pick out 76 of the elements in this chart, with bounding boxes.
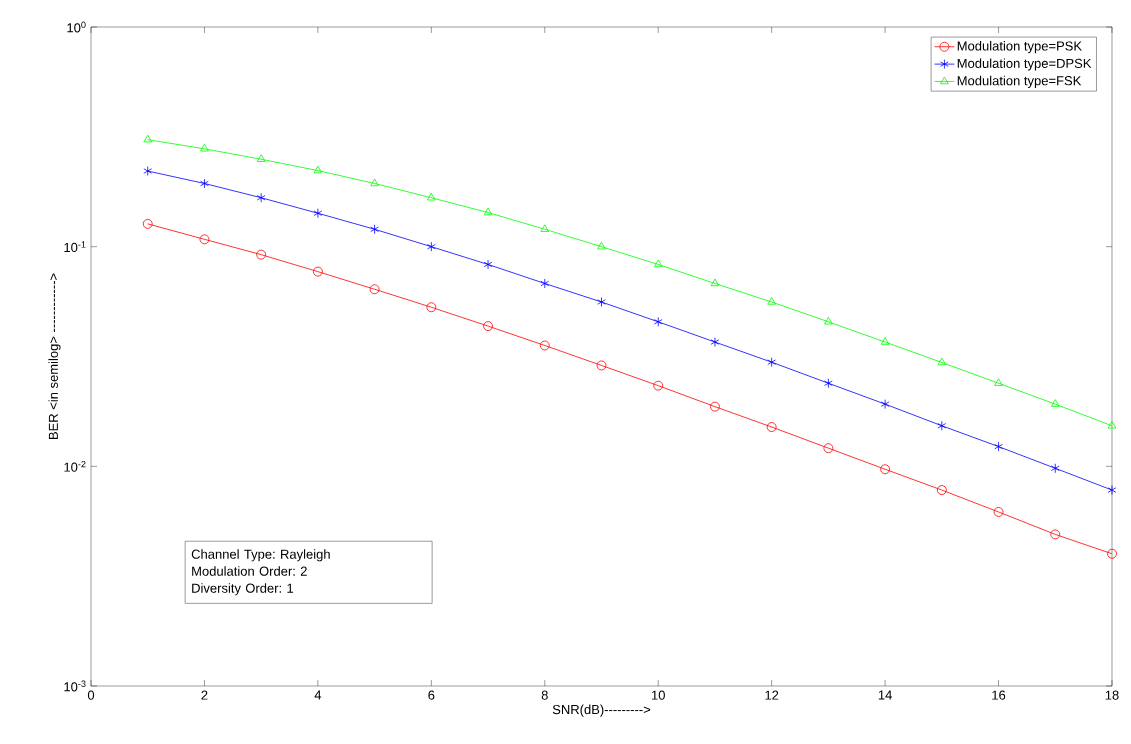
point: [993, 507, 1004, 517]
annotation: Diversity Order: 1: [192, 583, 294, 596]
point: [597, 241, 606, 250]
legend-label: Modulation type=FSK: [957, 75, 1082, 88]
annotation: Channel Type: Rayleigh: [191, 549, 330, 562]
point: [766, 422, 777, 432]
point: [1107, 485, 1117, 495]
point: [483, 207, 493, 216]
point: [710, 337, 720, 347]
point: [653, 316, 663, 327]
x-tick-label: 4: [314, 690, 322, 700]
point: [824, 378, 833, 389]
point: [1050, 529, 1061, 540]
point: [256, 154, 266, 162]
point: [369, 284, 380, 295]
point: [767, 297, 776, 305]
point: [653, 380, 664, 391]
point: [596, 360, 607, 371]
y-tick-label: 10$^{-1}$: [64, 241, 86, 253]
point: [710, 401, 720, 412]
point: [1107, 548, 1117, 559]
point: [767, 357, 776, 368]
x-tick-label: 6: [428, 690, 435, 700]
point: [937, 420, 947, 431]
point: [653, 259, 663, 268]
point: [200, 178, 209, 189]
x-axis-title: SNR(dB)--------->: [552, 704, 651, 717]
point: [1050, 463, 1060, 474]
point: [427, 241, 436, 252]
legend-label: Modulation type=DPSK: [957, 58, 1092, 71]
point: [427, 192, 436, 201]
point: [426, 302, 437, 313]
point: [540, 278, 550, 289]
point: [540, 224, 550, 232]
point: [597, 297, 606, 307]
y-tick-label: 10$^{-3}$: [64, 680, 86, 692]
y-tick-label: 10$^{-2}$: [64, 460, 86, 472]
x-tick-label: 0: [87, 690, 95, 700]
y-axis-title: BER <in semilog> ------------>: [48, 273, 61, 440]
point: [142, 218, 153, 229]
point: [143, 134, 153, 143]
x-tick-label: 14: [878, 690, 892, 700]
annotation: Modulation Order: 2: [192, 566, 307, 576]
x-tick-label: 10: [651, 690, 665, 700]
point: [937, 357, 947, 366]
y-tick-label: 10$^{0}$: [67, 21, 86, 33]
point: [994, 441, 1003, 452]
x-tick-label: 18: [1105, 690, 1119, 700]
point: [256, 192, 266, 203]
point: [880, 337, 890, 345]
point: [824, 316, 833, 325]
x-tick-label: 16: [992, 690, 1006, 700]
point: [199, 234, 210, 245]
point: [313, 208, 323, 219]
point: [483, 259, 493, 270]
legend-label: Modulation type=PSK: [957, 41, 1082, 54]
point: [143, 166, 153, 176]
point: [880, 399, 890, 410]
point: [936, 485, 947, 495]
point: [994, 378, 1003, 386]
point: [370, 224, 379, 235]
point: [256, 249, 267, 260]
point: [313, 165, 323, 174]
x-tick-label: 2: [201, 690, 208, 700]
point: [880, 464, 891, 475]
x-tick-label: 12: [765, 690, 779, 700]
point: [1107, 420, 1117, 429]
point: [823, 443, 834, 454]
point: [200, 143, 209, 152]
point: [370, 178, 379, 187]
point: [539, 340, 550, 351]
x-tick-label: 8: [541, 690, 548, 700]
point: [1050, 399, 1060, 407]
point: [312, 266, 323, 277]
point: [710, 278, 720, 287]
point: [483, 321, 493, 331]
